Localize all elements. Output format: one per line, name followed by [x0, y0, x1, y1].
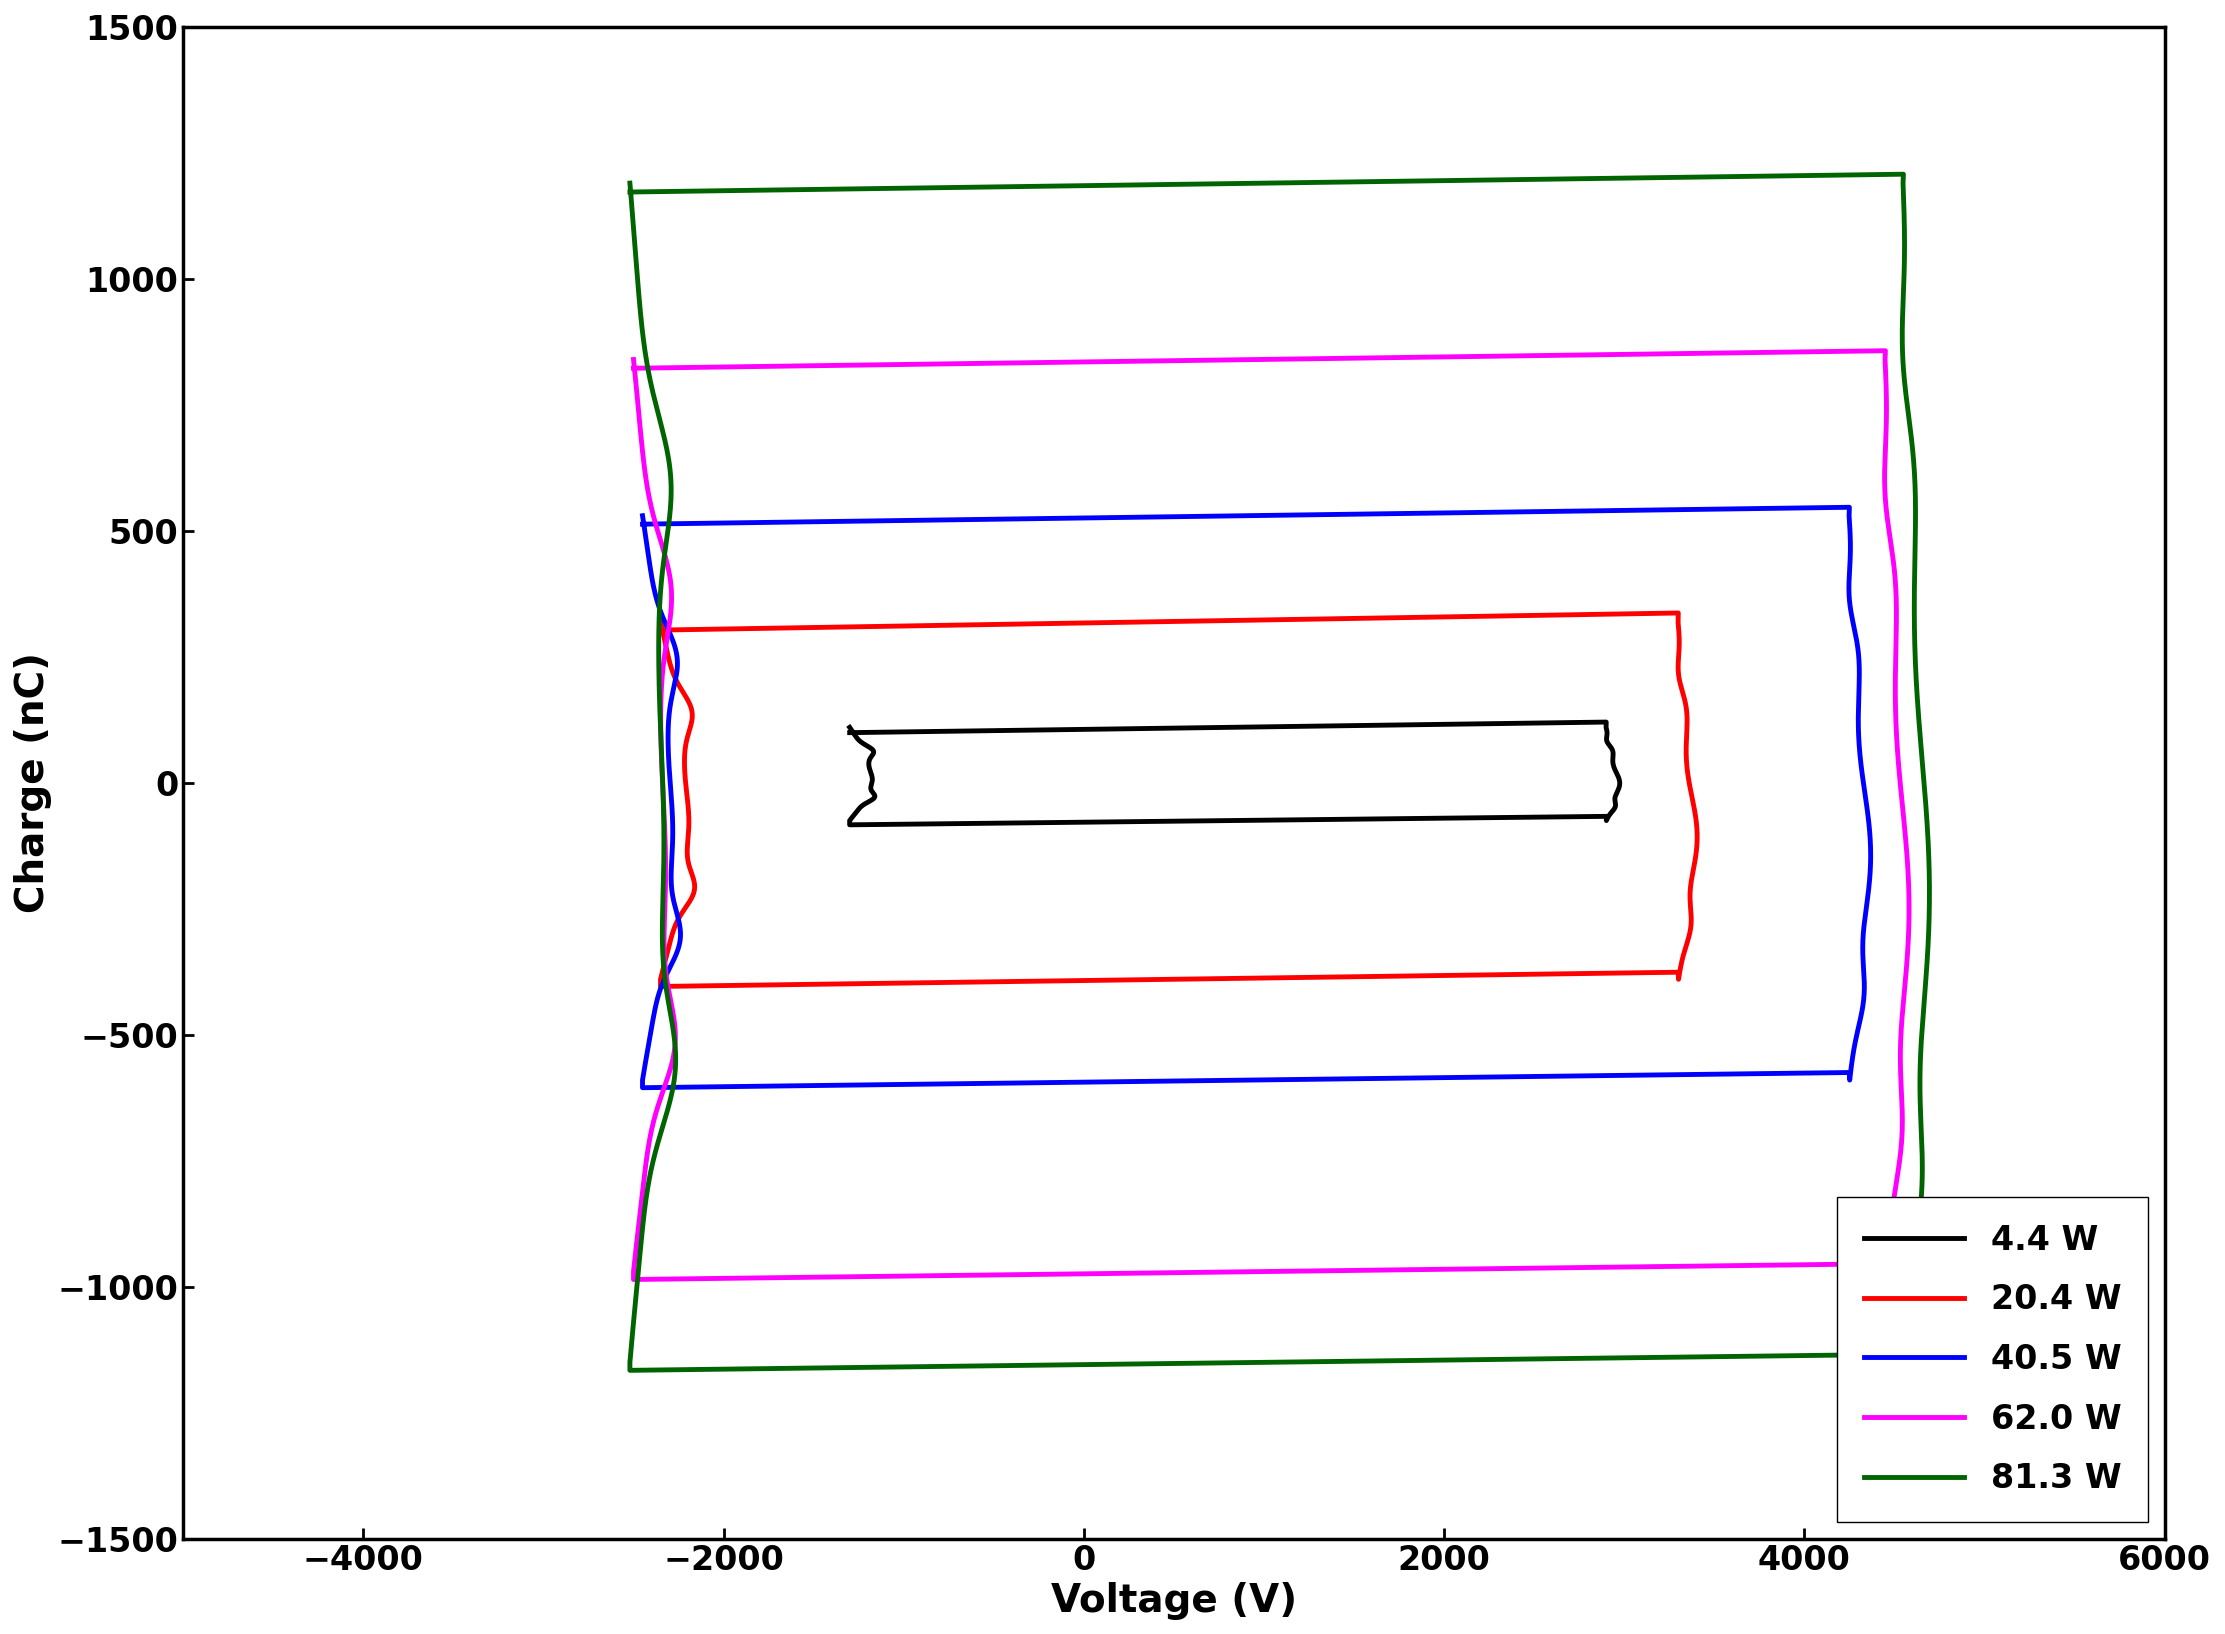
20.4 W — [647, 977, 674, 997]
4.4 W — [846, 730, 872, 750]
62.0 W — [621, 358, 647, 377]
40.5 W — [1842, 1034, 1869, 1054]
4.4 W — [837, 722, 863, 742]
Line: 40.5 W: 40.5 W — [643, 507, 1871, 1088]
62.0 W — [670, 1270, 696, 1289]
62.0 W — [634, 477, 661, 497]
62.0 W — [621, 350, 647, 369]
40.5 W — [630, 1078, 656, 1098]
20.4 W — [647, 621, 674, 641]
Legend: 4.4 W, 20.4 W, 40.5 W, 62.0 W, 81.3 W: 4.4 W, 20.4 W, 40.5 W, 62.0 W, 81.3 W — [1838, 1198, 2147, 1521]
Line: 62.0 W: 62.0 W — [634, 351, 1909, 1279]
20.4 W — [1664, 603, 1691, 623]
62.0 W — [1878, 1203, 1905, 1222]
40.5 W — [679, 1077, 705, 1096]
81.3 W — [1889, 165, 1916, 185]
4.4 W — [837, 815, 863, 835]
40.5 W — [834, 511, 861, 531]
62.0 W — [1871, 342, 1898, 361]
4.4 W — [1595, 804, 1622, 824]
4.4 W — [837, 717, 863, 737]
81.3 W — [632, 342, 659, 361]
81.3 W — [1898, 1276, 1925, 1296]
81.3 W — [668, 1359, 694, 1379]
40.5 W — [1851, 959, 1878, 979]
62.0 W — [1889, 1082, 1916, 1101]
20.4 W — [1669, 946, 1695, 966]
X-axis label: Voltage (V): Voltage (V) — [1050, 1582, 1297, 1621]
4.4 W — [966, 721, 992, 740]
Line: 20.4 W: 20.4 W — [661, 613, 1698, 987]
20.4 W — [647, 611, 674, 631]
20.4 W — [688, 975, 714, 995]
20.4 W — [659, 662, 685, 681]
Line: 81.3 W: 81.3 W — [630, 175, 1929, 1371]
81.3 W — [616, 173, 643, 193]
4.4 W — [846, 730, 872, 750]
20.4 W — [1678, 899, 1704, 918]
40.5 W — [1836, 497, 1862, 516]
81.3 W — [616, 1361, 643, 1381]
81.3 W — [1907, 1119, 1934, 1139]
4.4 W — [1593, 712, 1620, 732]
81.3 W — [632, 338, 659, 358]
62.0 W — [634, 480, 661, 500]
81.3 W — [616, 183, 643, 203]
40.5 W — [643, 585, 670, 605]
Y-axis label: Charge (nC): Charge (nC) — [13, 652, 51, 913]
40.5 W — [643, 587, 670, 606]
62.0 W — [834, 356, 861, 376]
20.4 W — [659, 663, 685, 683]
4.4 W — [1602, 792, 1629, 812]
81.3 W — [834, 180, 861, 199]
40.5 W — [630, 507, 656, 526]
62.0 W — [621, 1270, 647, 1289]
40.5 W — [630, 515, 656, 534]
4.4 W — [866, 815, 892, 835]
20.4 W — [821, 618, 848, 637]
Line: 4.4 W: 4.4 W — [850, 722, 1620, 825]
